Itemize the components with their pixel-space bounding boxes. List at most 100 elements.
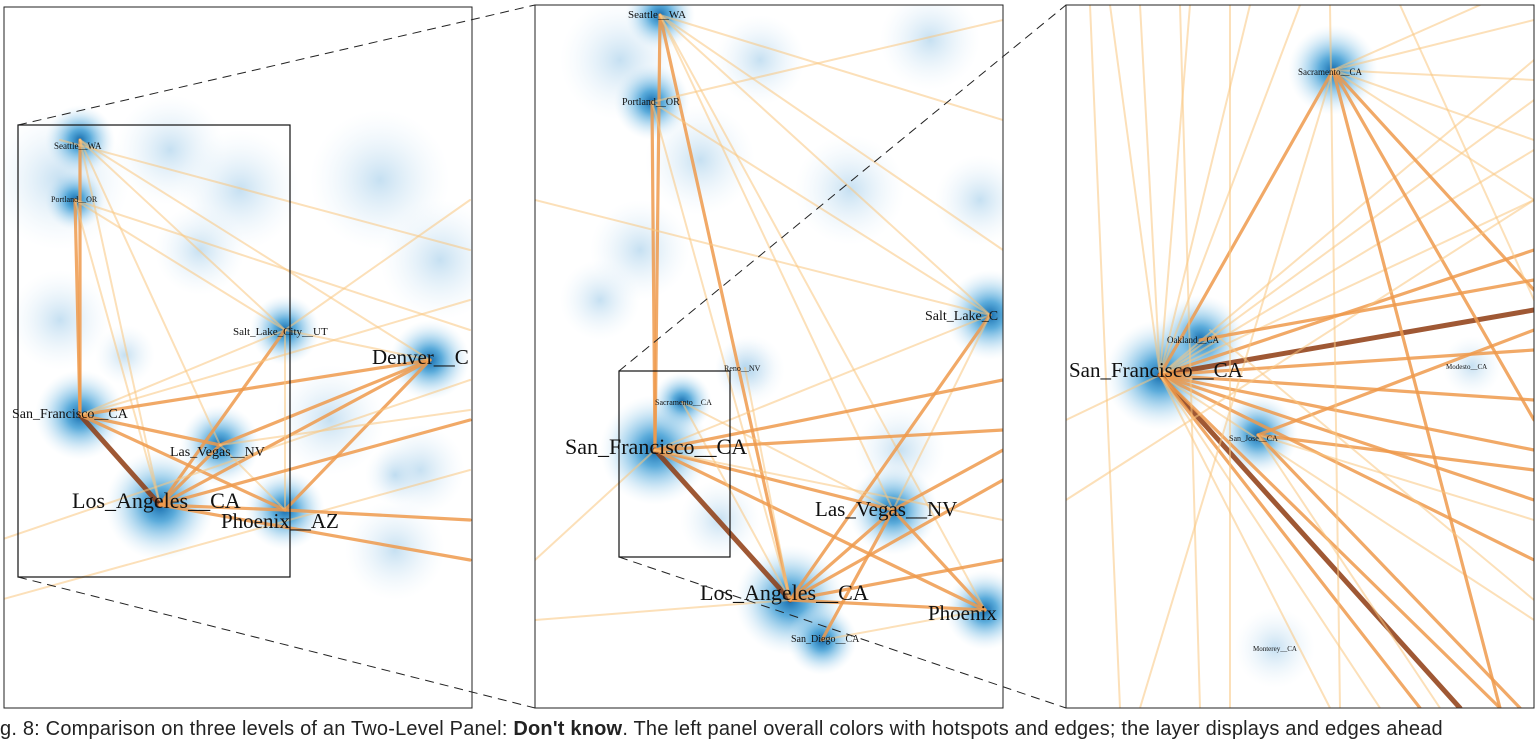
density-blob [365,445,425,505]
flow-edge [1332,69,1534,81]
flow-edge [654,449,1003,521]
edge-layer [1066,5,1534,708]
flow-edge [788,598,987,612]
city-label-san-francisco: San_Francisco__CA [565,434,747,459]
flow-edge [654,314,991,451]
density-blob [935,155,1003,245]
flow-edge [1329,5,1341,708]
density-blob [95,325,155,385]
flow-edge [1066,374,1161,421]
zoom-panel-2-frame [1065,4,1535,709]
flow-edge [78,358,432,417]
flow-edge [681,401,791,601]
flow-edge [1331,68,1502,708]
city-label-sacramento: Sacramento__CA [655,398,712,407]
flow-edge [652,447,793,603]
zoom-connectors [17,4,1067,709]
connector-top-1 [17,4,536,126]
density-blob [275,365,385,475]
city-label-san-francisco: San_Francisco__CA [12,407,129,422]
flow-edge [4,469,471,600]
flow-edge [681,401,894,511]
city-label-san-diego: San_Diego__CA [791,634,860,645]
caption-rest: . The left panel overall colors with hot… [622,718,1443,740]
flow-edge [891,508,987,612]
city-labels: Seattle__WA Portland__OR Salt_Lake_C Ren… [565,9,998,645]
flow-edge [219,409,471,446]
zoom-region-box [17,124,291,578]
flow-edge [1158,373,1534,502]
flow-edge [892,314,991,511]
flow-edge [1159,199,1534,376]
caption-prefix: g. 8: Comparison on three levels of an T… [0,718,514,740]
flow-edge [1089,5,1121,708]
connector-bottom-1 [17,576,536,709]
flow-edge [158,503,472,562]
flow-edge [1256,433,1522,708]
flow-edge [1159,374,1331,708]
city-label-oakland: Oakland__CA [1167,335,1219,345]
flow-edge [1159,5,1191,376]
zoom-panel-1: Seattle__WA Portland__OR Salt_Lake_C Ren… [535,5,1003,675]
flow-edge [788,558,1003,602]
flow-edge [535,199,991,316]
city-labels: Seattle__WA Portland__OR Salt_Lake_City_… [12,141,469,533]
city-label-modesto: Modesto__CA [1446,363,1487,371]
density-blob [880,5,980,90]
city-label-san-jose: San_Jose__CA [1229,434,1278,443]
flow-edge [73,198,82,417]
zoom-region-box-2 [618,370,731,558]
flow-edge [79,299,471,416]
flow-edge [1332,69,1534,201]
city-label-monterey: Monterey__CA [1253,645,1297,653]
flow-edge [1158,373,1534,452]
flow-edge [744,367,791,601]
flow-edge [1159,374,1381,708]
flow-edge [1257,434,1441,708]
density-blob [380,200,472,320]
flow-edge [1331,68,1534,422]
connector-top-2 [618,4,1067,372]
city-label-los-angeles: Los_Angeles__CA [700,580,869,605]
flow-edge [1157,307,1534,378]
flow-edge [1066,199,1534,501]
flow-edge [535,449,656,561]
city-label-las-vegas: Las_Vegas__NV [170,445,265,460]
city-label-phoenix: Phoenix__AZ [221,509,339,533]
zoom-panel-2: Sacramento__CA Oakland__CA San_Francisco… [1066,5,1534,708]
city-label-san-francisco: San_Francisco__CA [1069,358,1244,382]
flow-edge [1109,5,1161,376]
flow-edge [788,478,1003,602]
flow-edge [1332,5,1481,71]
city-label-portland: Portland__OR [622,97,680,108]
city-label-portland: Portland__OR [51,195,98,204]
flow-edge [788,313,992,602]
density-blob [1235,608,1315,688]
hotspot [945,270,1003,360]
density-blob [10,270,110,370]
flow-edge [158,503,287,512]
flow-edge [1158,373,1534,562]
figure-caption: g. 8: Comparison on three levels of an T… [0,718,1536,754]
city-label-los-angeles: Los_Angeles__CA [72,488,241,513]
flow-edge [820,508,895,642]
flow-edge [1159,5,1251,376]
density-blob [345,500,445,600]
flow-edge [1158,373,1534,402]
flow-edge [1331,68,1534,292]
connector-bottom-2 [618,556,1067,709]
city-label-denver: Denver__C [372,345,469,369]
city-label-phoenix: Phoenix [928,601,997,625]
edge-layer [535,13,1003,642]
flow-edge [1159,99,1534,376]
flow-edge [891,448,1003,512]
city-label-seattle: Seattle__WA [628,9,686,21]
flow-edge [219,444,286,511]
flow-edge [283,508,472,522]
flow-edge [74,199,161,506]
flow-edge [1139,5,1161,376]
flow-edge [78,413,287,512]
flow-edge [659,14,986,611]
flow-edge [653,378,1003,452]
flow-edge [1159,374,1534,621]
